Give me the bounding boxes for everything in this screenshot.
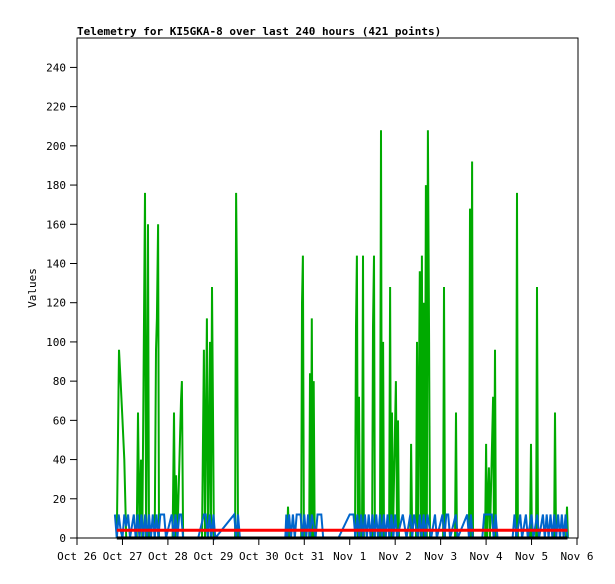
y-tick-label: 60 — [53, 414, 66, 427]
y-tick-label: 40 — [53, 454, 66, 467]
y-tick-label: 200 — [46, 140, 66, 153]
y-axis-label: Values — [26, 268, 39, 308]
x-tick-label: Nov 1 — [333, 550, 366, 563]
plot-frame — [76, 37, 579, 539]
x-tick-label: Oct 29 — [193, 550, 233, 563]
y-tick-label: 240 — [46, 61, 66, 74]
x-tick-label: Oct 30 — [239, 550, 279, 563]
x-tick-label: Nov 2 — [379, 550, 412, 563]
x-tick-label: Nov 5 — [515, 550, 548, 563]
x-tick-label: Nov 4 — [470, 550, 503, 563]
x-tick-label: Nov 3 — [424, 550, 457, 563]
x-tick-label: Oct 31 — [284, 550, 324, 563]
y-tick-label: 160 — [46, 218, 66, 231]
x-tick-label: Oct 27 — [103, 550, 143, 563]
x-tick-label: Oct 28 — [148, 550, 188, 563]
x-tick-label: Oct 26 — [57, 550, 97, 563]
y-tick-label: 140 — [46, 257, 66, 270]
y-tick-label: 100 — [46, 336, 66, 349]
y-tick-label: 180 — [46, 179, 66, 192]
y-tick-label: 220 — [46, 101, 66, 114]
y-tick-label: 80 — [53, 375, 66, 388]
y-tick-label: 0 — [59, 532, 66, 545]
y-tick-label: 120 — [46, 297, 66, 310]
y-tick-label: 20 — [53, 493, 66, 506]
x-tick-label: Nov 6 — [560, 550, 593, 563]
series-layer — [113, 130, 569, 541]
axis-layer: 0 20 40 60 80 100 120 140 160 180 200 220 240 Oct 26 O… — [46, 61, 593, 563]
series-green-line — [115, 130, 569, 539]
chart-title: Telemetry for KI5GKA-8 over last 240 hou… — [77, 25, 441, 38]
